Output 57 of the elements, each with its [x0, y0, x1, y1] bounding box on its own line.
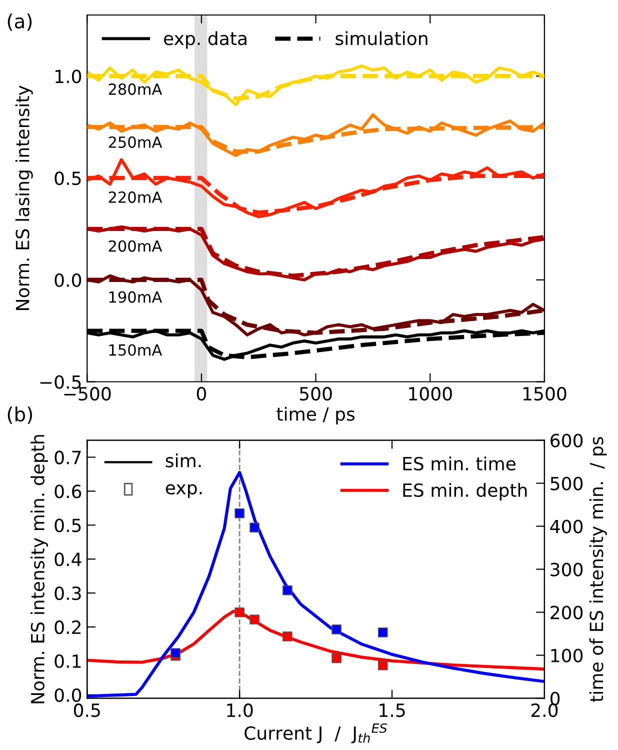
annotation: exp.	[166, 484, 202, 498]
y-axis-title: Norm. ES intensity min. depth	[30, 435, 48, 704]
legend-label: exp. data	[164, 31, 246, 49]
y-tick-label: 0.3	[54, 586, 81, 600]
point	[378, 660, 388, 670]
x-tick-label: 1.0	[227, 703, 253, 718]
y2-tick-label: 400	[550, 520, 583, 534]
x-tick-label: 2.0	[531, 703, 558, 718]
x-tick-label: 0	[196, 386, 206, 401]
x-tick-label: −500	[64, 386, 111, 401]
y2-tick-label: 100	[551, 648, 583, 662]
x-tick-label: 1500	[523, 386, 566, 401]
annotation: 220mA	[108, 191, 162, 203]
text: (b)	[8, 406, 32, 424]
point	[234, 508, 244, 518]
x-tick-label: 0.5	[74, 703, 100, 718]
y-tick-label: 0.5	[54, 518, 81, 532]
point	[250, 614, 260, 624]
annotation: sim.	[166, 453, 201, 468]
text: (a)	[8, 14, 32, 31]
annotation: 190mA	[109, 291, 162, 303]
y2-axis-title: time of ES intensity min. / ps	[589, 436, 607, 702]
y-tick-label: 0.0	[54, 688, 82, 702]
y-tick-label: 0.1	[54, 654, 81, 668]
x-axis-title: time / ps	[276, 406, 355, 424]
x-axis-title: Current J / J$_{th}$$^{ES}$	[244, 723, 387, 744]
point	[282, 585, 292, 596]
annotation: 200mA	[108, 240, 162, 252]
y-tick-label: 1.0	[56, 70, 82, 84]
y-tick-label: 0.5	[54, 171, 81, 186]
legend-label: simulation	[336, 31, 428, 46]
y-axis-title: Norm. ES lasing intensity	[15, 86, 33, 310]
y-tick-label: 0.0	[54, 273, 82, 287]
annotation: 280mA	[108, 83, 162, 95]
x-tick-label: 1000	[409, 386, 452, 401]
point	[282, 632, 292, 642]
y2-tick-label: 300	[550, 562, 583, 576]
y-tick-label: 0.6	[54, 484, 82, 498]
y2-tick-label: 200	[550, 606, 583, 620]
x-tick-label: 500	[300, 386, 332, 401]
point	[332, 624, 342, 634]
legend-label: ES min. depth	[403, 483, 527, 500]
y-tick-label: 0.7	[54, 450, 81, 464]
y-tick-label: −0.5	[40, 375, 81, 389]
point	[378, 628, 388, 638]
legend-label: ES min. time	[403, 456, 516, 470]
x-tick-label: 1.5	[380, 704, 405, 718]
point	[332, 653, 342, 664]
point	[234, 607, 244, 618]
y2-tick-label: 500	[550, 476, 583, 490]
point	[170, 648, 180, 658]
y2-tick-label: 600	[550, 434, 583, 448]
y-tick-label: 0.4	[54, 552, 82, 566]
y-tick-label: 0.2	[54, 620, 80, 634]
annotation: 250mA	[108, 136, 162, 148]
annotation: 150mA	[109, 344, 162, 356]
point	[250, 522, 260, 532]
